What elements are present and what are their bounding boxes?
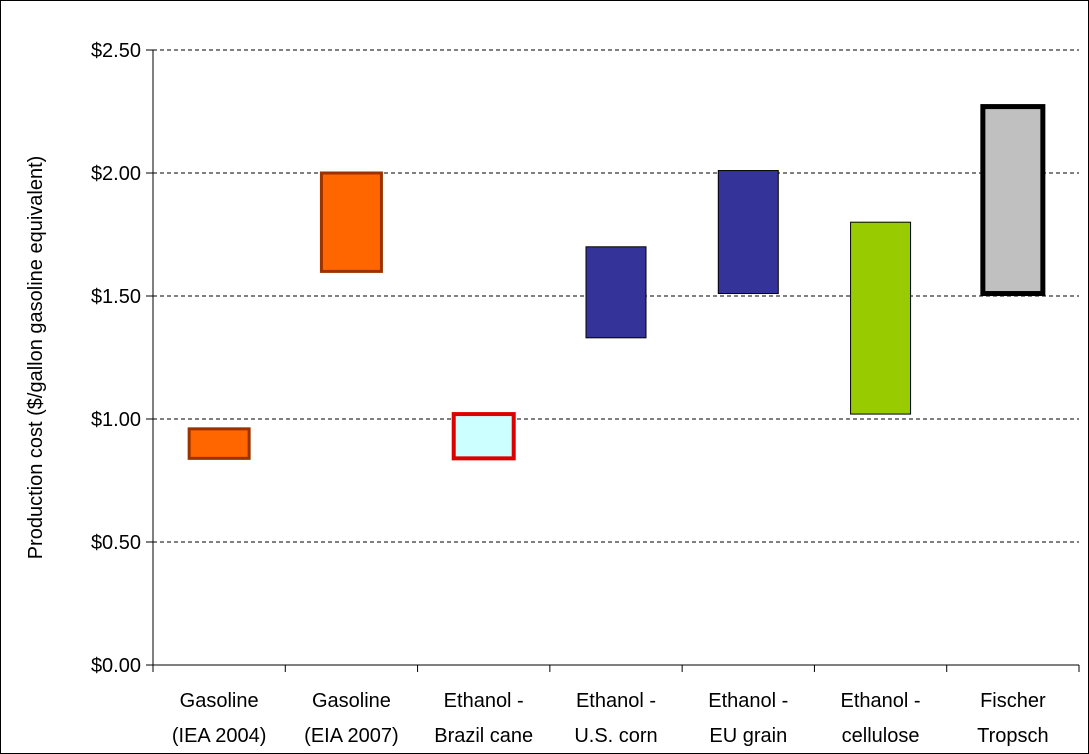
grid-lines — [153, 49, 1079, 543]
y-tick-label-2: $1.00 — [91, 409, 141, 431]
range-bar-1 — [319, 171, 383, 273]
category-label-1-line1: Gasoline — [312, 690, 391, 712]
range-bar-3 — [585, 246, 647, 339]
category-label-2-line2: Brazil cane — [434, 725, 533, 747]
category-label-6-line2: Tropsch — [977, 725, 1049, 747]
axes — [146, 49, 1080, 672]
range-bars — [187, 104, 1046, 461]
category-label-1-line2: (EIA 2007) — [304, 725, 399, 747]
category-label-5-line2: cellulose — [842, 725, 920, 747]
y-tick-label-4: $2.00 — [91, 163, 141, 185]
category-label-2-line1: Ethanol - — [444, 690, 524, 712]
y-tick-label-5: $2.50 — [91, 40, 141, 62]
y-tick-label-1: $0.50 — [91, 532, 141, 554]
category-label-4-line1: Ethanol - — [708, 690, 788, 712]
category-label-3-line1: Ethanol - — [576, 690, 656, 712]
category-label-0-line2: (IEA 2004) — [172, 725, 267, 747]
y-tick-label-3: $1.50 — [91, 286, 141, 308]
range-bar-5 — [850, 221, 912, 415]
category-label-6-line1: Fischer — [980, 690, 1046, 712]
labels: $0.00 $0.50 $1.00 $1.50 $2.00 $2.50 Gasoline (I… — [91, 40, 1049, 747]
category-label-3-line2: U.S. corn — [574, 725, 657, 747]
range-bar-0 — [187, 427, 251, 460]
y-tick-label-0: $0.00 — [91, 655, 141, 677]
range-bar-4 — [717, 170, 779, 295]
range-bar-6 — [980, 104, 1046, 297]
y-axis-title: Production cost ($/gallon gasoline equiv… — [25, 156, 47, 560]
category-label-5-line1: Ethanol - — [841, 690, 921, 712]
category-label-4-line2: EU grain — [709, 725, 787, 747]
category-label-0-line1: Gasoline — [180, 690, 259, 712]
range-bar-2 — [451, 412, 516, 461]
